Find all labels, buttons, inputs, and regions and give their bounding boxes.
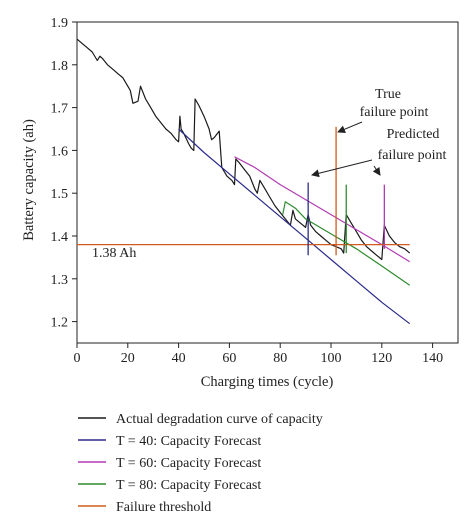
y-tick-label: 1.3	[51, 273, 69, 288]
legend-label-t-40-capacity-forecast: T = 40: Capacity Forecast	[116, 434, 261, 449]
predicted-arrow-left	[311, 159, 373, 178]
y-tick-label: 1.4	[51, 230, 69, 245]
true-failure-label-line1: True	[375, 87, 401, 102]
y-tick-label: 1.2	[51, 316, 69, 331]
x-tick-label: 60	[222, 351, 236, 366]
true-failure-arrow	[337, 121, 363, 133]
legend: Actual degradation curve of capacity T = …	[78, 412, 323, 515]
true-failure-label-line2: failure point	[360, 105, 429, 120]
series-line-actual-degradation-curve-of-capacity	[76, 38, 411, 261]
predicted-failure-label-line1: Predicted	[387, 127, 440, 142]
series-line-t-40-capacity-forecast	[178, 128, 411, 325]
legend-label-t-80-capacity-forecast: T = 80: Capacity Forecast	[116, 478, 261, 493]
series-line-t-60-capacity-forecast	[234, 156, 411, 263]
axis-ticks: 0 20 40 60 80 100 120 140 1.2 1.3 1.4 1.5 1.6 1.7 1.8 1…	[51, 16, 444, 366]
predicted-arrow-right	[372, 165, 381, 176]
y-tick-label: 1.8	[51, 59, 69, 74]
x-tick-label: 100	[321, 351, 342, 366]
series-layer	[76, 38, 411, 325]
plot-frame	[76, 21, 459, 344]
threshold-label: 1.38 Ah	[92, 246, 136, 261]
x-tick-label: 20	[121, 351, 135, 366]
y-tick-label: 1.9	[51, 16, 69, 31]
failure-markers	[307, 126, 385, 256]
legend-label-t-60-capacity-forecast: T = 60: Capacity Forecast	[116, 456, 261, 471]
y-axis-title: Battery capacity (ah)	[21, 119, 37, 241]
y-tick-label: 1.6	[51, 144, 69, 159]
legend-label-failure-threshold: Failure threshold	[116, 500, 211, 515]
x-tick-label: 80	[273, 351, 287, 366]
y-tick-label: 1.5	[51, 187, 69, 202]
series-line-t-80-capacity-forecast	[282, 201, 411, 286]
x-tick-label: 0	[74, 351, 81, 366]
legend-label-actual-degradation-curve-of-capacity: Actual degradation curve of capacity	[116, 412, 323, 427]
predicted-failure-label-line2: failure point	[378, 148, 447, 163]
x-tick-label: 120	[371, 351, 392, 366]
x-tick-label: 40	[172, 351, 186, 366]
x-axis-title: Charging times (cycle)	[201, 374, 334, 390]
y-tick-label: 1.7	[51, 102, 69, 117]
x-tick-label: 140	[422, 351, 443, 366]
